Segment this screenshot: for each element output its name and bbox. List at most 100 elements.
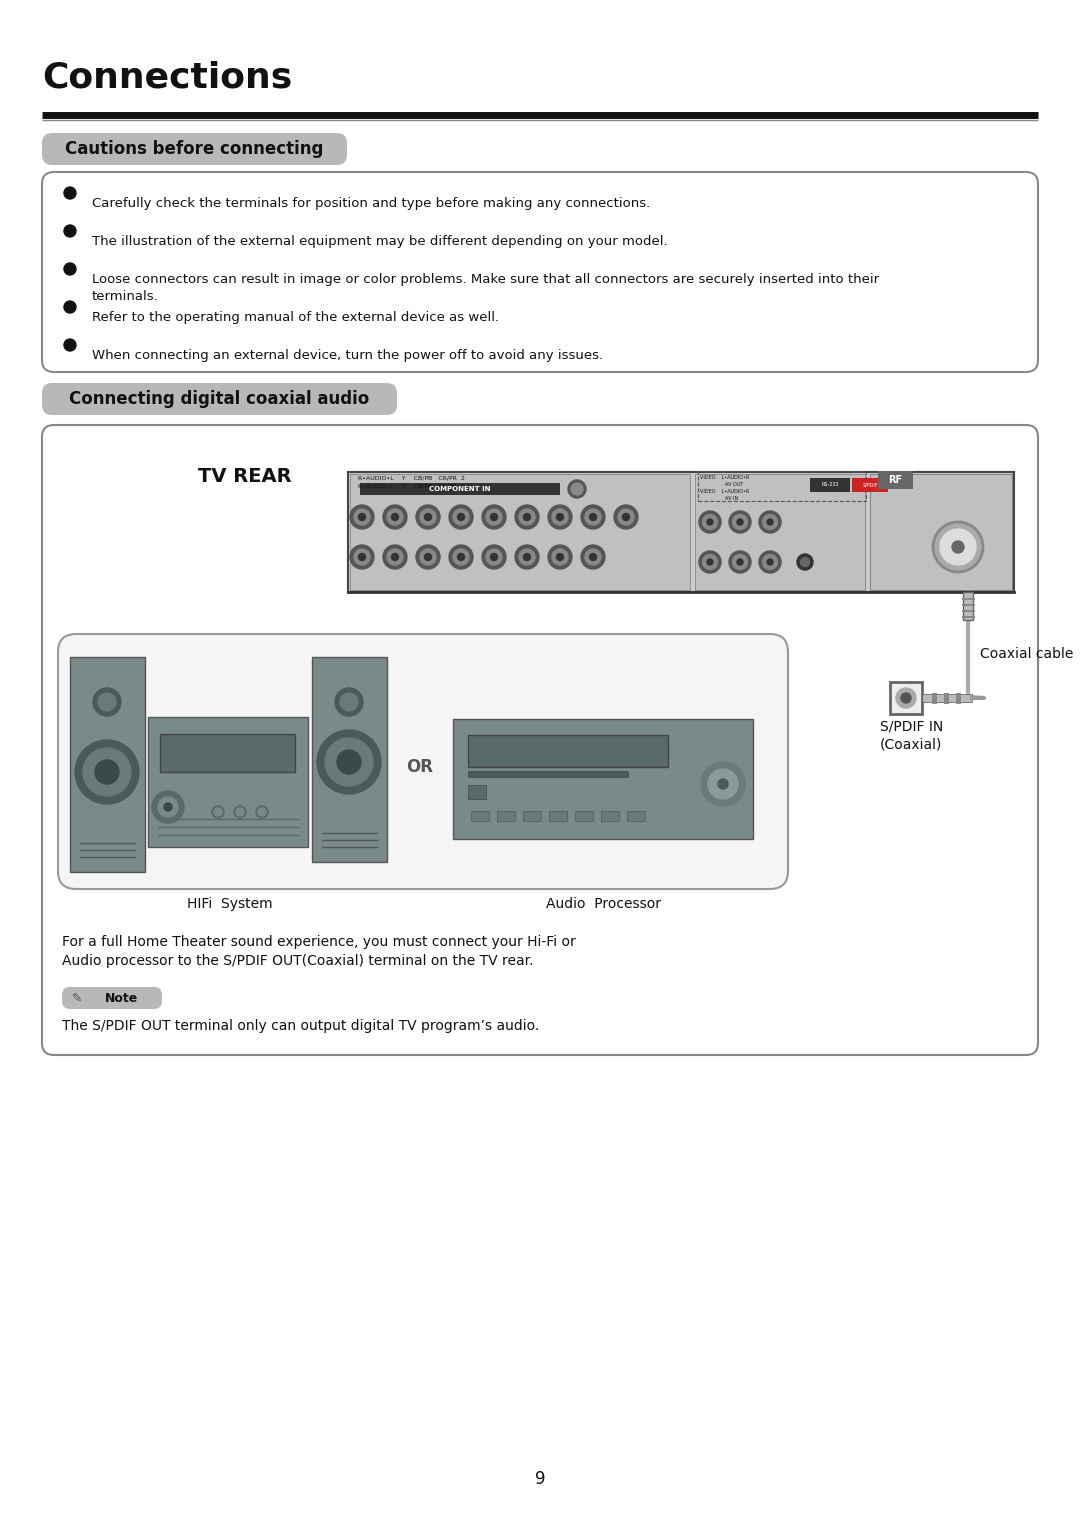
Circle shape	[337, 750, 361, 774]
Text: OR: OR	[406, 757, 433, 776]
Text: For a full Home Theater sound experience, you must connect your Hi-Fi or
Audio p: For a full Home Theater sound experience…	[62, 935, 576, 968]
Circle shape	[212, 806, 224, 818]
Text: Connecting digital coaxial audio: Connecting digital coaxial audio	[69, 389, 369, 408]
Bar	[350, 473, 690, 589]
Circle shape	[767, 559, 773, 565]
Bar	[961, 597, 974, 600]
Text: Audio  Processor: Audio Processor	[545, 896, 661, 912]
Bar	[360, 483, 561, 495]
Bar	[970, 696, 984, 699]
Circle shape	[729, 551, 751, 573]
Circle shape	[552, 550, 568, 565]
Circle shape	[585, 550, 600, 565]
Bar	[160, 734, 295, 773]
FancyBboxPatch shape	[62, 986, 162, 1009]
Text: Connections: Connections	[42, 60, 293, 95]
Circle shape	[490, 513, 498, 521]
Circle shape	[933, 522, 983, 573]
Circle shape	[707, 519, 713, 525]
Circle shape	[214, 808, 222, 815]
Circle shape	[416, 545, 440, 570]
Text: AV OUT: AV OUT	[725, 483, 743, 487]
Circle shape	[387, 508, 403, 525]
Circle shape	[340, 693, 357, 712]
Circle shape	[524, 513, 530, 521]
Bar	[575, 811, 593, 822]
Circle shape	[548, 545, 572, 570]
Bar	[932, 693, 937, 704]
Circle shape	[458, 513, 464, 521]
Bar	[148, 718, 308, 847]
Circle shape	[75, 741, 139, 805]
Bar	[600, 811, 619, 822]
Text: Coaxial cable: Coaxial cable	[980, 647, 1074, 661]
Bar	[961, 609, 974, 612]
Text: RF: RF	[888, 475, 902, 486]
Circle shape	[590, 513, 596, 521]
Circle shape	[767, 519, 773, 525]
Text: TV REAR: TV REAR	[199, 467, 292, 486]
Circle shape	[237, 808, 244, 815]
Text: HIFi  System: HIFi System	[187, 896, 273, 912]
Circle shape	[615, 505, 638, 528]
Circle shape	[482, 545, 507, 570]
Circle shape	[98, 693, 116, 712]
Circle shape	[482, 505, 507, 528]
Bar	[852, 478, 888, 492]
Circle shape	[729, 512, 751, 533]
Circle shape	[519, 550, 535, 565]
Text: Note: Note	[106, 991, 138, 1005]
Text: S/PDIF IN
(Coaxial): S/PDIF IN (Coaxial)	[880, 719, 943, 751]
Circle shape	[581, 505, 605, 528]
Bar	[810, 478, 850, 492]
Circle shape	[359, 513, 365, 521]
Circle shape	[737, 519, 743, 525]
FancyBboxPatch shape	[42, 425, 1038, 1055]
Bar	[956, 693, 961, 704]
Bar	[696, 473, 865, 589]
Circle shape	[800, 557, 810, 567]
Circle shape	[762, 515, 778, 530]
Circle shape	[391, 513, 399, 521]
Circle shape	[453, 508, 469, 525]
Circle shape	[519, 508, 535, 525]
Circle shape	[354, 550, 370, 565]
Circle shape	[699, 512, 721, 533]
Circle shape	[383, 505, 407, 528]
Circle shape	[707, 559, 713, 565]
Circle shape	[552, 508, 568, 525]
Circle shape	[420, 550, 436, 565]
Circle shape	[93, 689, 121, 716]
Circle shape	[318, 730, 381, 794]
Circle shape	[581, 545, 605, 570]
Circle shape	[350, 505, 374, 528]
Circle shape	[762, 554, 778, 570]
Circle shape	[449, 545, 473, 570]
Circle shape	[64, 301, 76, 313]
Text: When connecting an external device, turn the power off to avoid any issues.: When connecting an external device, turn…	[92, 350, 603, 362]
Circle shape	[486, 508, 502, 525]
Text: R•AUDIO•L    Y    CB/PB   CR/PR  2: R•AUDIO•L Y CB/PB CR/PR 2	[357, 475, 464, 479]
Bar	[468, 734, 669, 767]
Circle shape	[571, 483, 583, 495]
Bar	[961, 603, 974, 606]
Bar	[348, 472, 1014, 592]
Bar	[963, 592, 973, 620]
Circle shape	[759, 551, 781, 573]
Text: AV IN: AV IN	[725, 496, 739, 501]
Circle shape	[164, 803, 172, 811]
Circle shape	[359, 553, 365, 560]
Circle shape	[234, 806, 246, 818]
Circle shape	[556, 513, 564, 521]
Circle shape	[486, 550, 502, 565]
Bar	[497, 811, 515, 822]
Circle shape	[708, 770, 738, 799]
Bar	[468, 785, 486, 799]
FancyBboxPatch shape	[58, 634, 788, 889]
Text: RS-232: RS-232	[821, 483, 839, 487]
Circle shape	[568, 479, 586, 498]
Circle shape	[83, 748, 131, 796]
Circle shape	[335, 689, 363, 716]
Circle shape	[354, 508, 370, 525]
Bar	[627, 811, 645, 822]
